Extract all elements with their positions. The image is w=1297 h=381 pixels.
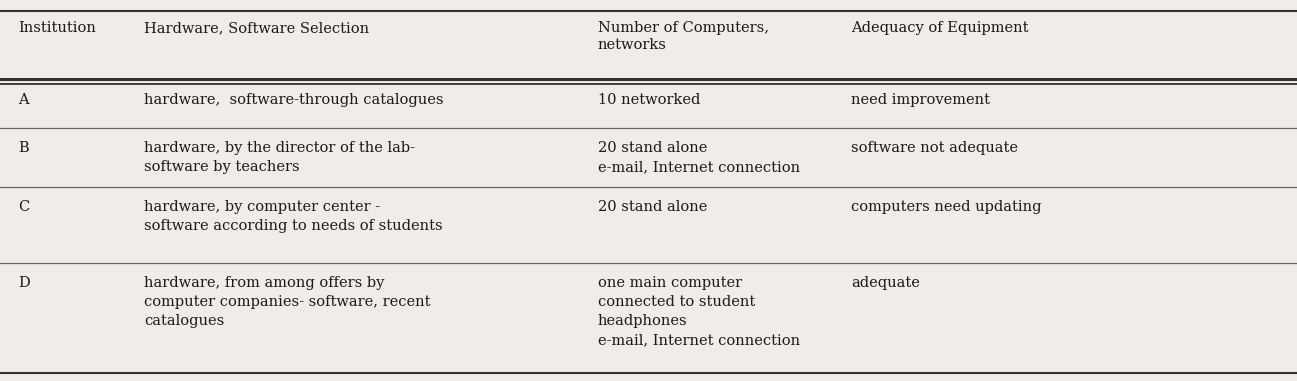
Text: 20 stand alone
e-mail, Internet connection: 20 stand alone e-mail, Internet connecti… [598, 141, 800, 174]
Text: Adequacy of Equipment: Adequacy of Equipment [851, 21, 1029, 35]
Text: software not adequate: software not adequate [851, 141, 1018, 155]
Text: need improvement: need improvement [851, 93, 990, 107]
Text: hardware, from among offers by
computer companies- software, recent
catalogues: hardware, from among offers by computer … [144, 276, 431, 328]
Text: computers need updating: computers need updating [851, 200, 1041, 214]
Text: hardware, by the director of the lab-
software by teachers: hardware, by the director of the lab- so… [144, 141, 415, 174]
Text: 20 stand alone: 20 stand alone [598, 200, 707, 214]
Text: Hardware, Software Selection: Hardware, Software Selection [144, 21, 370, 35]
Text: C: C [18, 200, 30, 214]
Text: Institution: Institution [18, 21, 96, 35]
Text: one main computer
connected to student
headphones
e-mail, Internet connection: one main computer connected to student h… [598, 276, 800, 347]
Text: D: D [18, 276, 30, 290]
Text: B: B [18, 141, 29, 155]
Text: Number of Computers,
networks: Number of Computers, networks [598, 21, 769, 52]
Text: adequate: adequate [851, 276, 920, 290]
Text: A: A [18, 93, 29, 107]
Text: hardware, by computer center -
software according to needs of students: hardware, by computer center - software … [144, 200, 442, 233]
Text: hardware,  software-through catalogues: hardware, software-through catalogues [144, 93, 444, 107]
Text: 10 networked: 10 networked [598, 93, 700, 107]
